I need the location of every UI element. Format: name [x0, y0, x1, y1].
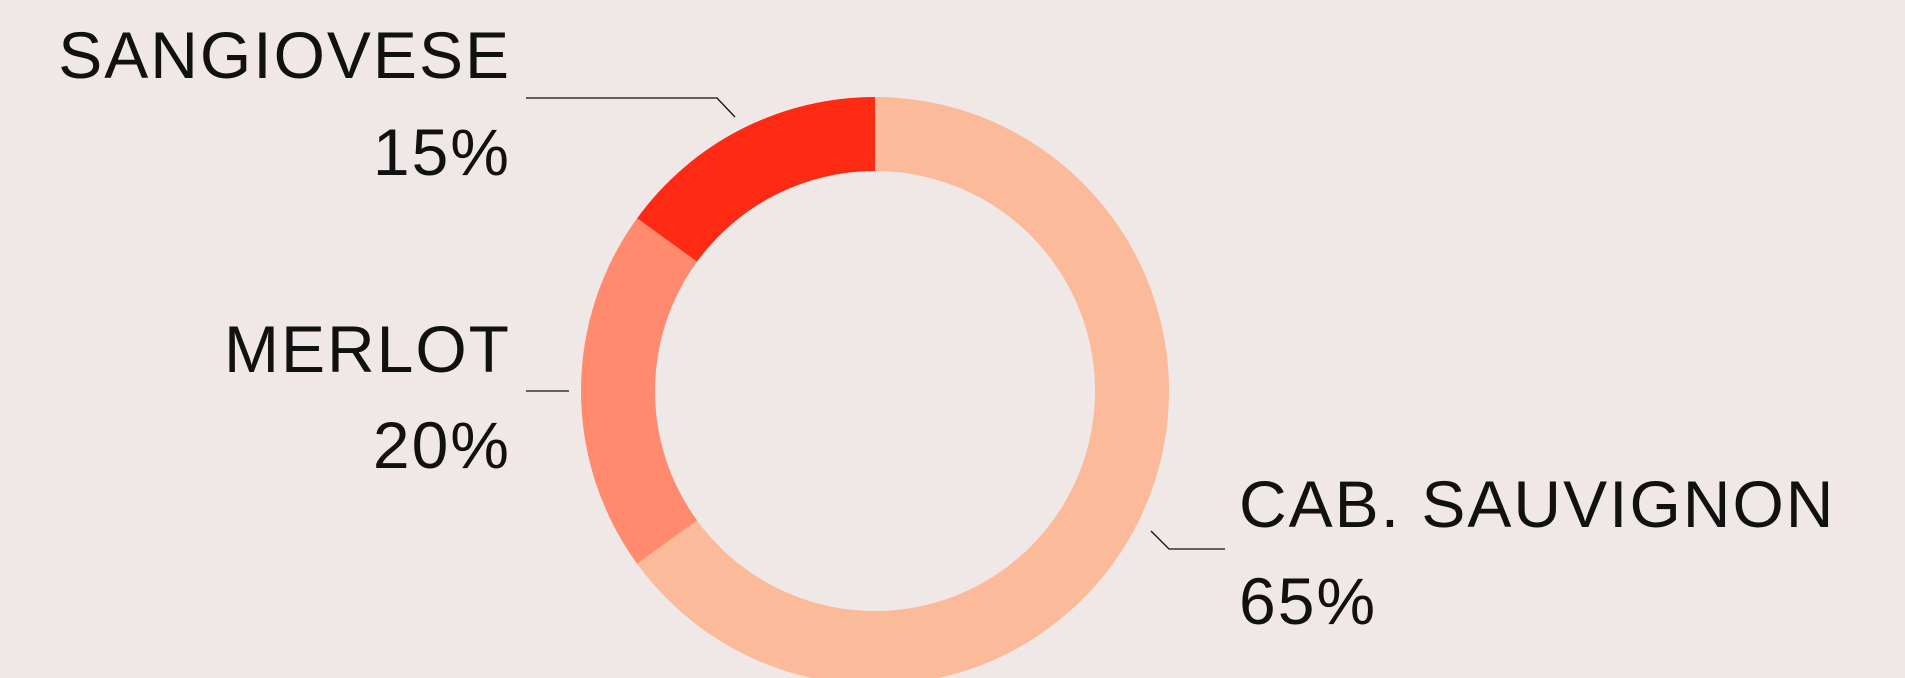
- category-label: CAB. SAUVIGNON: [1239, 467, 1835, 541]
- category-label: SANGIOVESE: [58, 18, 511, 92]
- leader-line: [1150, 530, 1225, 550]
- value-label: 65%: [1239, 564, 1377, 638]
- value-label: 15%: [373, 115, 511, 189]
- category-label: MERLOT: [224, 312, 511, 386]
- donut-slice: [637, 97, 875, 262]
- leader-line: [526, 97, 736, 118]
- value-label: 20%: [373, 408, 511, 482]
- donut-slice: [581, 218, 698, 564]
